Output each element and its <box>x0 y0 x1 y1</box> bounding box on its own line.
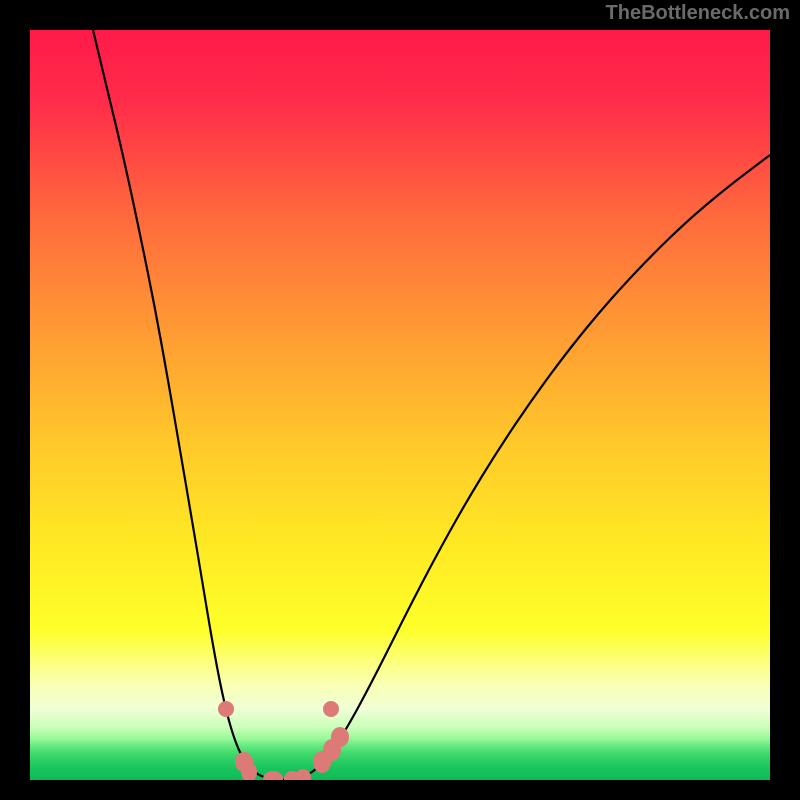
marker-point <box>241 762 257 782</box>
bottleneck-chart <box>0 0 800 800</box>
plot-background <box>30 30 770 780</box>
chart-container: TheBottleneck.com <box>0 0 800 800</box>
marker-point <box>331 727 349 747</box>
watermark-text: TheBottleneck.com <box>606 2 790 25</box>
marker-point <box>218 701 234 717</box>
marker-point <box>323 701 339 717</box>
